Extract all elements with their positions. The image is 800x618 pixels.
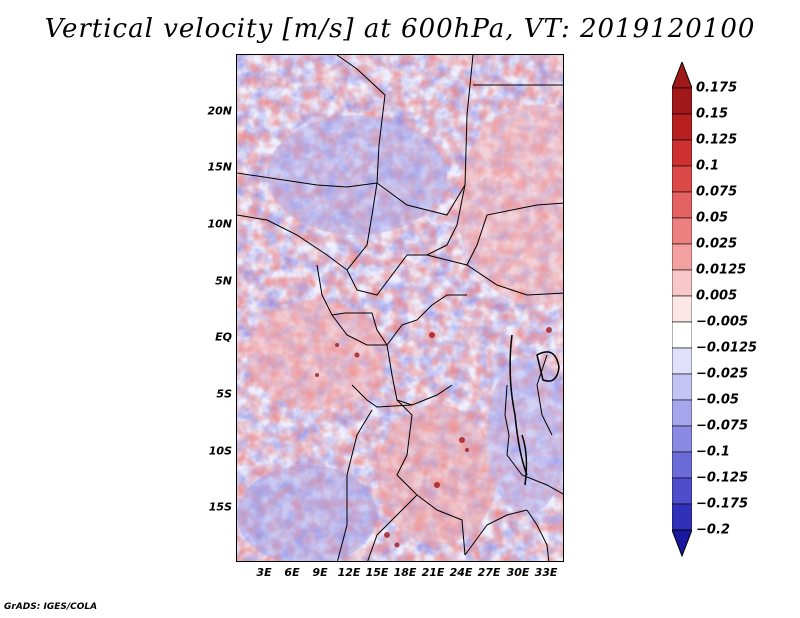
colorbar-segment [672,451,692,479]
cb-label: 0.05 [696,210,729,226]
lon-label-21e: 21E [421,566,445,579]
colorbar-segment [672,477,692,505]
lon-label-30e: 30E [506,566,530,579]
lon-label-27e: 27E [477,566,501,579]
lat-label-eq: EQ [215,330,232,344]
cb-label: −0.075 [696,418,749,434]
strong-updraft-cells [315,327,552,548]
lat-label-10n: 10N [207,217,232,231]
lon-label-24e: 24E [449,566,473,579]
cb-label: 0.175 [696,80,738,96]
colorbar-bottom-arrow [672,529,692,558]
colorbar-segment [672,165,692,193]
cb-label: 0.005 [696,288,738,304]
lon-label-6e: 6E [284,566,300,579]
cb-label: 0.125 [696,132,738,148]
lon-label-18e: 18E [393,566,417,579]
lake-outlines [509,334,560,486]
cb-label: 0.1 [696,158,720,174]
grads-credit: GrADS: IGES/COLA [4,602,98,612]
cb-label: 0.075 [696,184,738,200]
field-updraft-texture [237,55,563,561]
cb-label: −0.1 [696,444,730,460]
cb-label: −0.125 [696,470,749,486]
colorbar-segment [672,425,692,453]
lon-label-9e: 9E [312,566,328,579]
lat-label-5n: 5N [215,274,232,288]
colorbar [672,62,692,558]
cb-label: 0.0125 [696,262,747,278]
colorbar-segment [672,503,692,531]
colorbar-segment [672,243,692,271]
plot-title: Vertical velocity [m/s] at 600hPa, VT: 2… [44,14,756,44]
cb-label: −0.05 [696,392,739,408]
colorbar-segment [672,373,692,401]
lon-label-3e: 3E [256,566,272,579]
map-panel [236,54,564,562]
colorbar-segment [672,87,692,115]
cb-label: −0.005 [696,314,749,330]
lon-label-12e: 12E [337,566,361,579]
colorbar-segment [672,191,692,219]
colorbar-segment [672,269,692,297]
colorbar-segment [672,139,692,167]
lat-label-20n: 20N [207,104,232,118]
cb-label: 0.15 [696,106,729,122]
lat-label-15n: 15N [207,160,232,174]
lat-label-15s: 15S [208,500,232,514]
cb-label: −0.175 [696,496,749,512]
colorbar-segment [672,217,692,245]
country-borders [237,55,563,561]
field-regional-tint [237,105,563,561]
lat-label-10s: 10S [208,444,232,458]
colorbar-segment [672,113,692,141]
cb-label: 0.025 [696,236,738,252]
colorbar-segment [672,347,692,375]
cb-label: −0.0125 [696,340,758,356]
colorbar-segment [672,321,692,349]
cb-label: −0.025 [696,366,749,382]
cb-label: −0.2 [696,522,730,538]
lon-label-33e: 33E [534,566,558,579]
lon-label-15e: 15E [365,566,389,579]
colorbar-segment [672,295,692,323]
colorbar-top-arrow [672,62,692,89]
colorbar-segment [672,399,692,427]
vertical-velocity-field [237,55,563,561]
lat-label-5s: 5S [216,387,232,401]
